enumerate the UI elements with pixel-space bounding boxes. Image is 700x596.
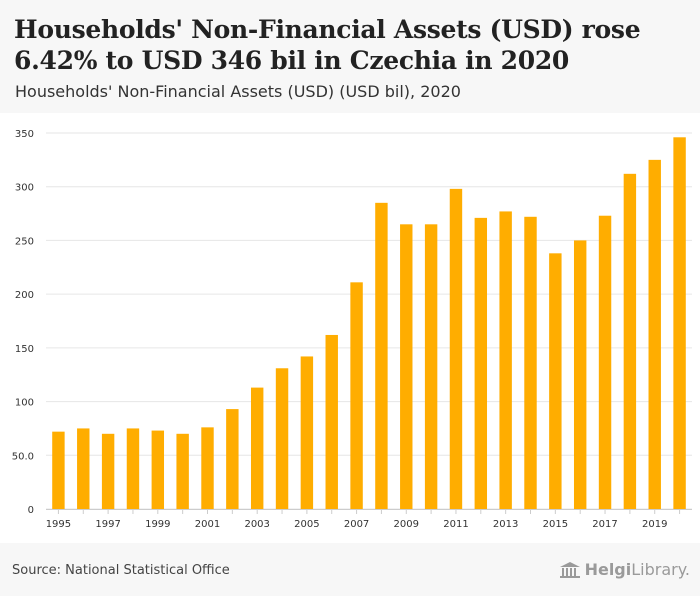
x-tick-label: 2019: [642, 519, 667, 530]
x-tick-label: 2005: [294, 519, 319, 530]
bar-2020: [673, 137, 686, 509]
chart-headline: Households' Non-Financial Assets (USD) r…: [14, 15, 641, 75]
x-tick-label: 2007: [344, 519, 369, 530]
bar-1995: [52, 431, 65, 509]
x-tick-label: 2011: [443, 519, 468, 530]
bar-2012: [474, 217, 488, 509]
x-tick-label: 1997: [95, 519, 120, 530]
bar-2018: [623, 173, 637, 509]
bar-2013: [499, 211, 512, 509]
y-tick-label: 50.0: [12, 451, 34, 462]
x-tick-label: 2003: [244, 519, 269, 530]
logo-brand: Helgi: [584, 560, 632, 579]
bar-2007: [350, 282, 363, 509]
y-tick-label: 300: [15, 183, 34, 194]
bar-2019: [648, 159, 661, 509]
bar-1998: [126, 428, 140, 509]
bar-2015: [549, 253, 562, 509]
y-tick-label: 150: [15, 344, 34, 355]
bar-2006: [325, 334, 338, 509]
bar-2002: [226, 409, 239, 509]
y-tick-label: 200: [15, 290, 34, 301]
helgi-library-logo: HelgiLibrary.: [559, 560, 690, 579]
x-tick-label: 1995: [46, 519, 71, 530]
bar-2005: [300, 356, 314, 509]
bar-2011: [449, 188, 463, 509]
bar-2001: [201, 427, 214, 509]
bar-chart: 0 50.0 100 150 200 250 300 350 1995 1997 1999 2001 2…: [12, 129, 692, 530]
bar-2004: [275, 368, 289, 509]
x-tick-label: 1999: [145, 519, 170, 530]
y-tick-label: 100: [15, 398, 34, 409]
source-note: Source: National Statistical Office: [12, 563, 230, 578]
x-tick-label: 2015: [543, 519, 568, 530]
library-building-icon: [559, 561, 580, 578]
x-tick-label: 2009: [394, 519, 419, 530]
bar-1999: [151, 430, 165, 509]
bar-2014: [524, 216, 537, 509]
bar-1997: [101, 433, 115, 509]
bar-2010: [424, 224, 438, 510]
y-tick-label: 350: [15, 129, 34, 140]
x-tick-label: 2013: [493, 519, 518, 530]
y-tick-label: 0: [28, 505, 34, 516]
y-tick-label: 250: [15, 236, 34, 247]
bar-2017: [598, 215, 612, 509]
chart-subtitle: Households' Non-Financial Assets (USD) (…: [15, 82, 461, 101]
logo-suffix: Library.: [631, 560, 690, 579]
bar-2016: [573, 240, 587, 509]
bar-2008: [375, 202, 388, 509]
x-tick-label: 2001: [195, 519, 220, 530]
bar-2003: [250, 387, 264, 509]
bar-2009: [400, 224, 413, 510]
bar-2000: [176, 433, 189, 509]
x-tick-label: 2017: [592, 519, 617, 530]
plot-area: 0 50.0 100 150 200 250 300 350 1995 1997 1999 2001 2…: [0, 113, 700, 543]
bar-1996: [77, 428, 90, 509]
